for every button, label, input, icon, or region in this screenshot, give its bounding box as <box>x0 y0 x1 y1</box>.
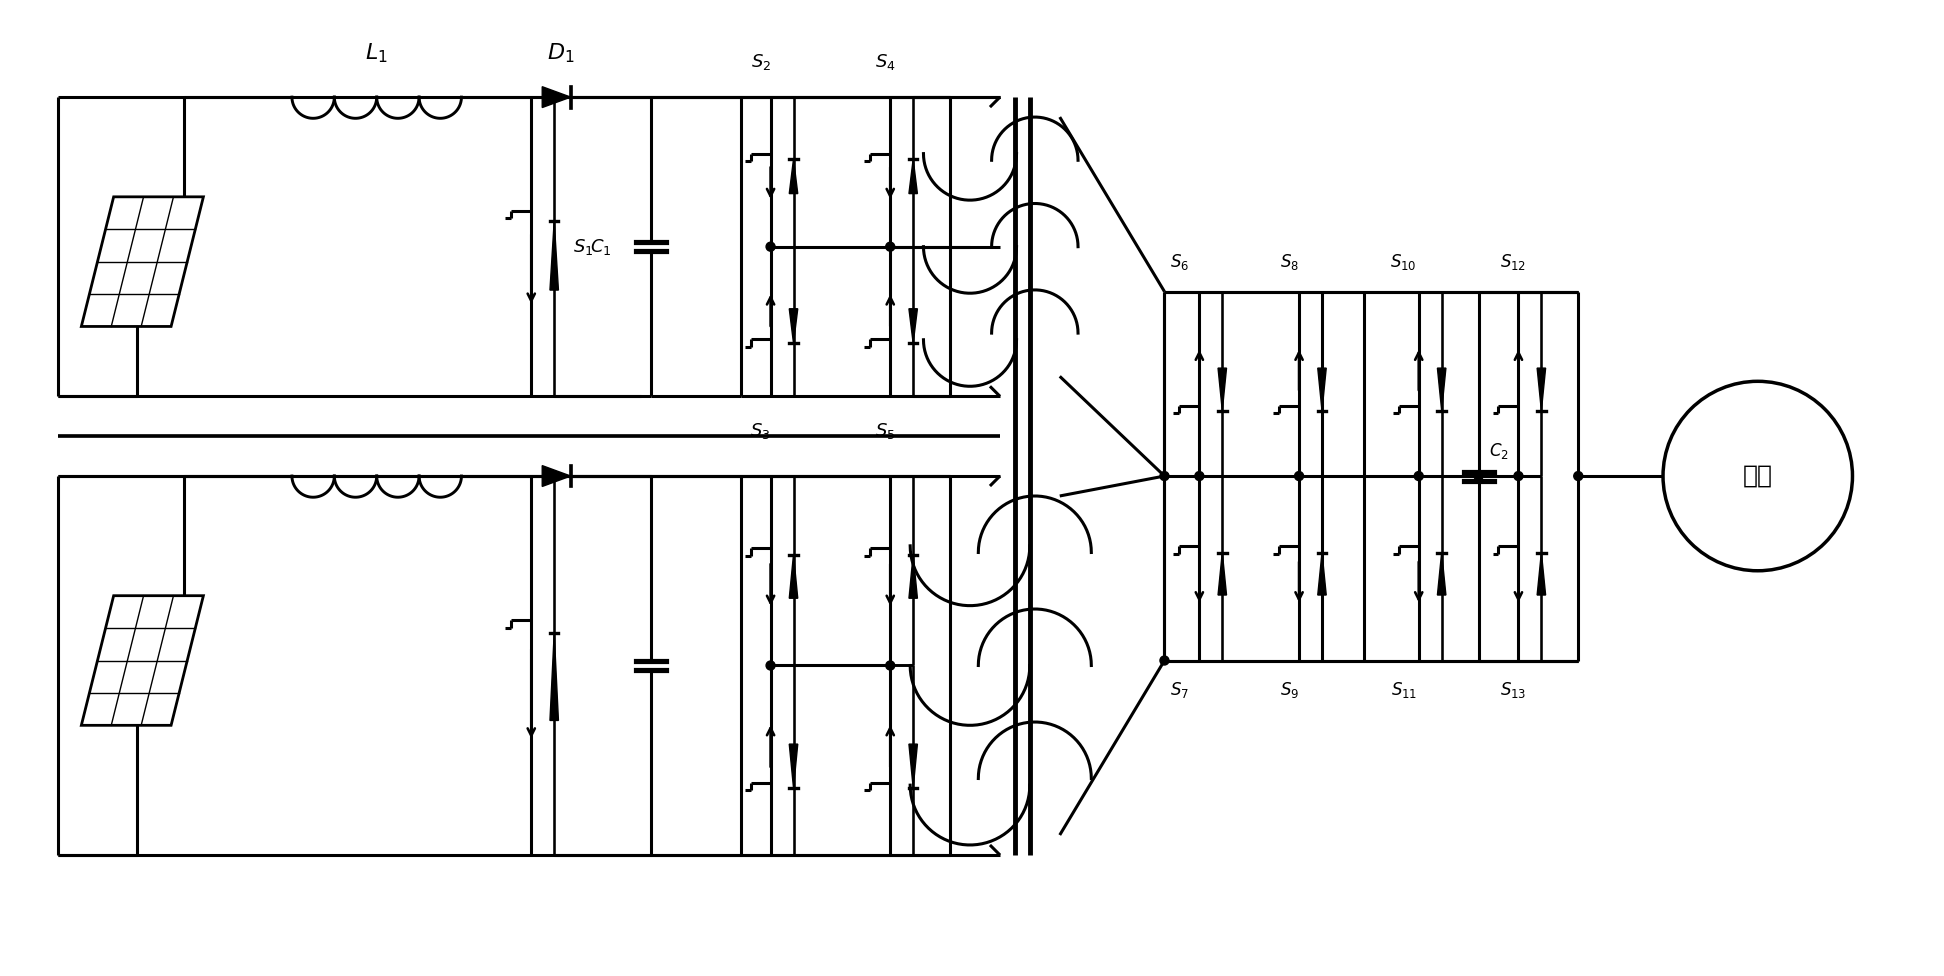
Text: $C_2$: $C_2$ <box>1489 441 1509 461</box>
Circle shape <box>766 242 776 251</box>
Text: $S_{10}$: $S_{10}$ <box>1390 252 1417 271</box>
Polygon shape <box>550 633 558 720</box>
Text: $S_1$: $S_1$ <box>573 237 593 257</box>
Text: $C_1$: $C_1$ <box>589 237 610 257</box>
Circle shape <box>1413 471 1423 480</box>
Polygon shape <box>1219 368 1227 411</box>
Circle shape <box>886 661 894 670</box>
Circle shape <box>1295 471 1304 480</box>
Text: $S_2$: $S_2$ <box>750 52 770 72</box>
Text: $S_8$: $S_8$ <box>1279 252 1299 271</box>
Polygon shape <box>910 159 918 193</box>
Polygon shape <box>789 308 797 344</box>
Text: $S_3$: $S_3$ <box>750 422 770 441</box>
Polygon shape <box>910 744 918 788</box>
Circle shape <box>766 661 776 670</box>
Text: $D_1$: $D_1$ <box>548 42 575 65</box>
Circle shape <box>1474 471 1483 480</box>
Text: $S_{13}$: $S_{13}$ <box>1501 680 1526 701</box>
Polygon shape <box>550 222 558 290</box>
Text: $S_{11}$: $S_{11}$ <box>1390 680 1417 701</box>
Polygon shape <box>1318 368 1326 411</box>
Text: $S_6$: $S_6$ <box>1170 252 1190 271</box>
Circle shape <box>1514 471 1522 480</box>
Polygon shape <box>910 554 918 598</box>
Polygon shape <box>789 159 797 193</box>
Polygon shape <box>910 308 918 344</box>
Text: $S_7$: $S_7$ <box>1170 680 1190 701</box>
Polygon shape <box>1219 552 1227 595</box>
Text: $S_{12}$: $S_{12}$ <box>1501 252 1526 271</box>
Circle shape <box>886 242 894 251</box>
Polygon shape <box>1437 552 1446 595</box>
Circle shape <box>1161 471 1168 480</box>
Polygon shape <box>1538 368 1545 411</box>
Polygon shape <box>1318 552 1326 595</box>
Text: $S_4$: $S_4$ <box>875 52 896 72</box>
Text: 电网: 电网 <box>1742 464 1773 488</box>
Polygon shape <box>1538 552 1545 595</box>
Circle shape <box>1161 656 1168 665</box>
Circle shape <box>1196 471 1203 480</box>
Polygon shape <box>1437 368 1446 411</box>
Text: $S_9$: $S_9$ <box>1279 680 1299 701</box>
Text: $L_1$: $L_1$ <box>365 42 389 65</box>
Circle shape <box>1575 471 1582 480</box>
Polygon shape <box>542 466 572 486</box>
Polygon shape <box>789 554 797 598</box>
Polygon shape <box>789 744 797 788</box>
Text: $S_5$: $S_5$ <box>875 422 896 441</box>
Polygon shape <box>542 87 572 107</box>
